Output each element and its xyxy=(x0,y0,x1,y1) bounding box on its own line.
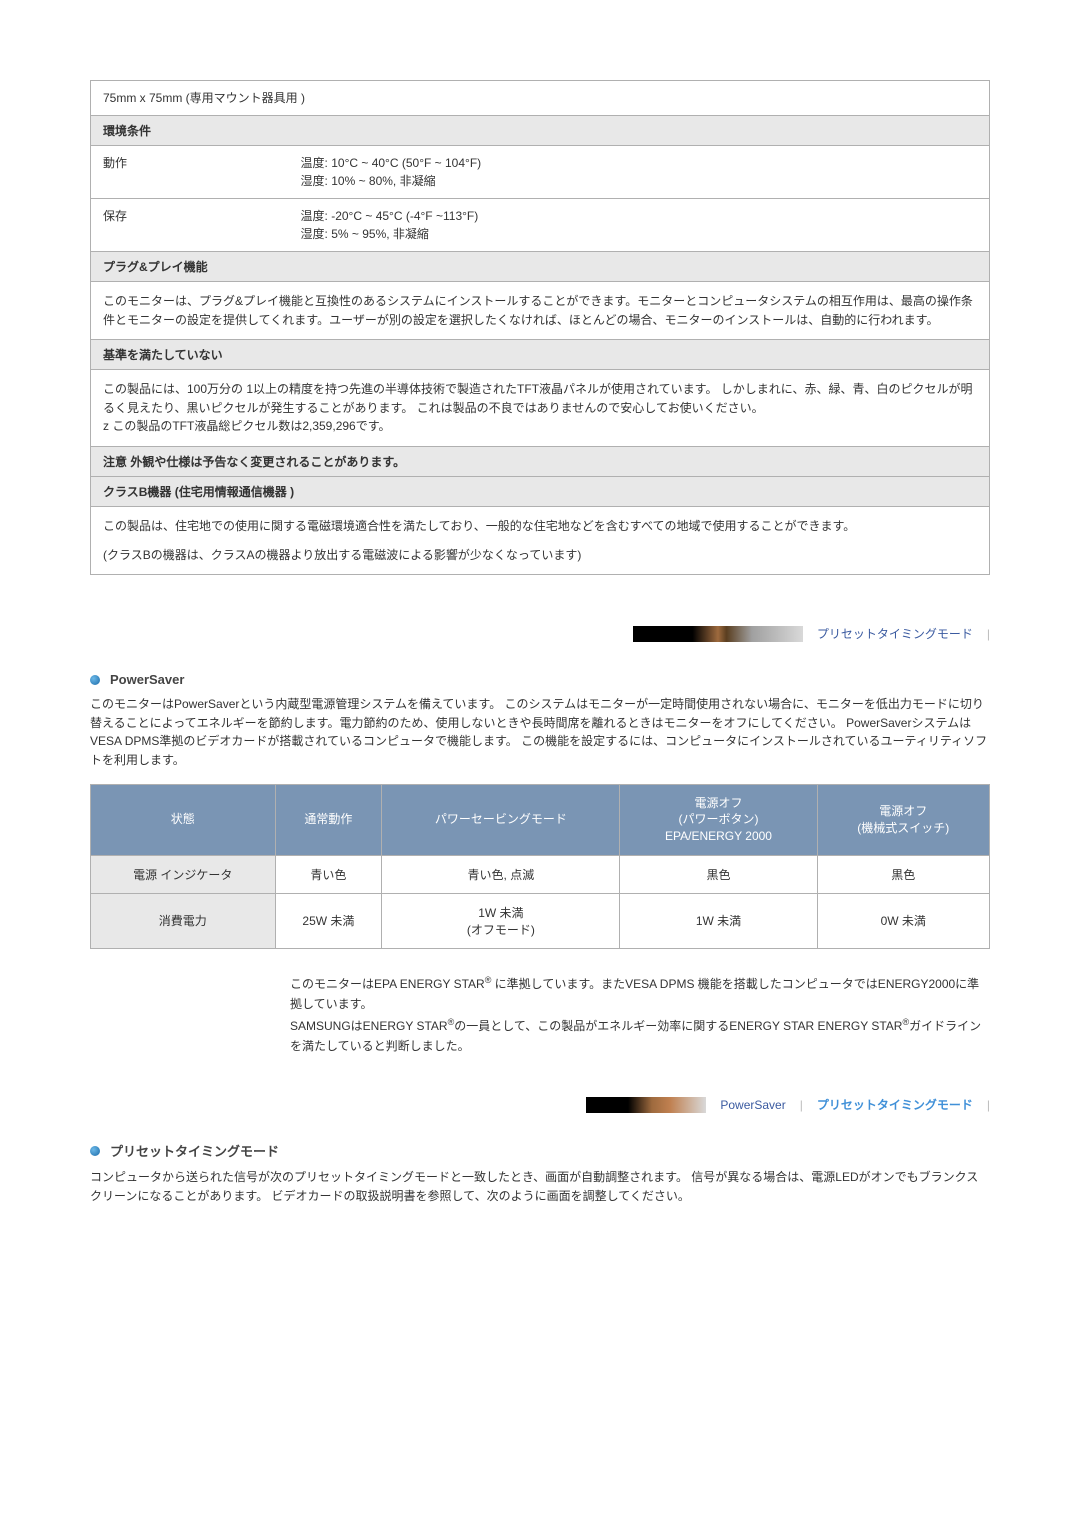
ps-th-3: 電源オフ (パワーボタン) EPA/ENERGY 2000 xyxy=(620,784,817,855)
nav-row-1: プリセットタイミングモード | xyxy=(90,625,990,642)
std-header: 基準を満たしていない xyxy=(91,340,989,370)
spec-table: 75mm x 75mm (専用マウント器具用 ) 環境条件 動作 温度: 10°… xyxy=(90,80,990,575)
nav-link-preset-2[interactable]: プリセットタイミングモード xyxy=(817,1096,973,1113)
ps-th-1: 通常動作 xyxy=(275,784,382,855)
energy-star-text: このモニターはEPA ENERGY STAR® に準拠しています。またVESA … xyxy=(290,973,990,1057)
nav-link-preset-1[interactable]: プリセットタイミングモード xyxy=(817,625,973,642)
energy-line1a: このモニターはEPA ENERGY STAR xyxy=(290,977,485,991)
classb-header: クラスB機器 (住宅用情報通信機器 ) xyxy=(91,477,989,507)
spec-warn: 注意 外観や仕様は予告なく変更されることがあります。 xyxy=(91,447,989,477)
powersaver-body: このモニターはPowerSaverという内蔵型電源管理システムを備えています。 … xyxy=(90,695,990,769)
ps-row0-label: 電源 インジケータ xyxy=(91,855,276,893)
ps-th-0: 状態 xyxy=(91,784,276,855)
classb-body-cell: この製品は、住宅地での使用に関する電磁環境適合性を満たしており、一般的な住宅地な… xyxy=(91,507,989,574)
powersaver-table: 状態 通常動作 パワーセービングモード 電源オフ (パワーボタン) EPA/EN… xyxy=(90,784,990,949)
nav-divider: | xyxy=(987,1098,990,1112)
bullet-icon xyxy=(90,1146,100,1156)
table-row: 電源 インジケータ 青い色 青い色, 点滅 黒色 黒色 xyxy=(91,855,990,893)
powersaver-title-row: PowerSaver xyxy=(90,672,990,687)
env-row-value-0: 温度: 10°C ~ 40°C (50°F ~ 104°F) 湿度: 10% ~… xyxy=(289,146,989,199)
pnp-header: プラグ&プレイ機能 xyxy=(91,252,989,282)
classb-body2: (クラスBの機器は、クラスAの機器より放出する電磁波による影響が少なくなっていま… xyxy=(103,546,977,565)
bullet-icon xyxy=(90,675,100,685)
ps-th-4: 電源オフ (機械式スイッチ) xyxy=(817,784,990,855)
env-header: 環境条件 xyxy=(91,116,989,146)
powersaver-title: PowerSaver xyxy=(110,672,184,687)
ps-row1-c3: 0W 未満 xyxy=(817,893,990,948)
pnp-body: このモニターは、プラグ&プレイ機能と互換性のあるシステムにインストールすることが… xyxy=(91,282,989,340)
ps-row0-c3: 黒色 xyxy=(817,855,990,893)
env-row-label-1: 保存 xyxy=(91,199,289,252)
energy-line2b: の一員として、この製品がエネルギー効率に関するENERGY STAR ENERG… xyxy=(454,1019,902,1033)
nav-link-powersaver[interactable]: PowerSaver xyxy=(720,1098,785,1112)
nav-row-2: PowerSaver | プリセットタイミングモード | xyxy=(90,1096,990,1113)
preset-body: コンピュータから送られた信号が次のプリセットタイミングモードと一致したとき、画面… xyxy=(90,1168,990,1205)
ps-th-2: パワーセービングモード xyxy=(382,784,620,855)
ps-row0-c2: 黒色 xyxy=(620,855,817,893)
ps-row1-c2: 1W 未満 xyxy=(620,893,817,948)
gradient-bar-icon xyxy=(586,1097,706,1113)
classb-body1: この製品は、住宅地での使用に関する電磁環境適合性を満たしており、一般的な住宅地な… xyxy=(103,517,977,536)
ps-row0-c1: 青い色, 点滅 xyxy=(382,855,620,893)
ps-row1-c1: 1W 未満 (オフモード) xyxy=(382,893,620,948)
ps-row0-c0: 青い色 xyxy=(275,855,382,893)
std-body-cell: この製品には、100万分の 1以上の精度を持つ先進の半導体技術で製造されたTFT… xyxy=(91,370,989,447)
nav-divider: | xyxy=(800,1098,803,1112)
preset-title-row: プリセットタイミングモード xyxy=(90,1141,990,1160)
std-sub: z この製品のTFT液晶総ピクセル数は2,359,296です。 xyxy=(103,419,391,433)
preset-title: プリセットタイミングモード xyxy=(110,1141,279,1160)
env-row-value-1: 温度: -20°C ~ 45°C (-4°F ~113°F) 湿度: 5% ~ … xyxy=(289,199,989,252)
gradient-bar-icon xyxy=(633,626,803,642)
ps-row1-c0: 25W 未満 xyxy=(275,893,382,948)
energy-line2a: SAMSUNGはENERGY STAR xyxy=(290,1019,448,1033)
env-row-label-0: 動作 xyxy=(91,146,289,199)
ps-row1-label: 消費電力 xyxy=(91,893,276,948)
table-row: 消費電力 25W 未満 1W 未満 (オフモード) 1W 未満 0W 未満 xyxy=(91,893,990,948)
std-body: この製品には、100万分の 1以上の精度を持つ先進の半導体技術で製造されたTFT… xyxy=(103,382,972,415)
mount-cell: 75mm x 75mm (専用マウント器具用 ) xyxy=(91,81,989,116)
nav-divider: | xyxy=(987,627,990,641)
